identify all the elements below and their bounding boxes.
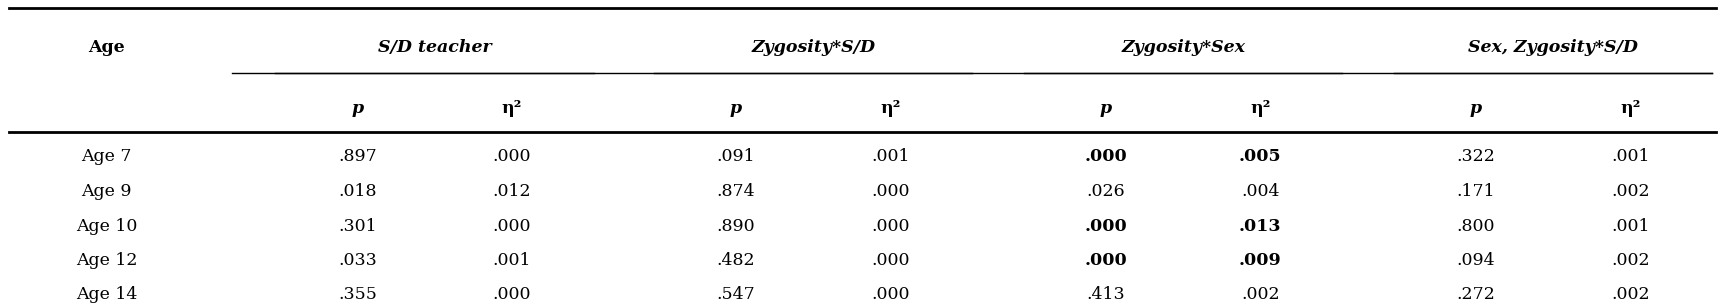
Text: .033: .033 bbox=[337, 252, 377, 269]
Text: .013: .013 bbox=[1239, 218, 1282, 235]
Text: .094: .094 bbox=[1456, 252, 1496, 269]
Text: Sex, Zygosity*S/D: Sex, Zygosity*S/D bbox=[1468, 39, 1638, 56]
Text: .001: .001 bbox=[492, 252, 532, 269]
Text: .413: .413 bbox=[1086, 286, 1126, 303]
Text: .018: .018 bbox=[337, 183, 377, 200]
Text: η²: η² bbox=[1619, 100, 1640, 117]
Text: .000: .000 bbox=[1084, 252, 1127, 269]
Text: .001: .001 bbox=[1611, 147, 1650, 165]
Text: .005: .005 bbox=[1239, 147, 1282, 165]
Text: Age 7: Age 7 bbox=[81, 147, 133, 165]
Text: .800: .800 bbox=[1456, 218, 1496, 235]
Text: .012: .012 bbox=[492, 183, 532, 200]
Text: .355: .355 bbox=[337, 286, 377, 303]
Text: .009: .009 bbox=[1239, 252, 1282, 269]
Text: η²: η² bbox=[501, 100, 521, 117]
Text: .171: .171 bbox=[1456, 183, 1496, 200]
Text: η²: η² bbox=[1249, 100, 1270, 117]
Text: Age 12: Age 12 bbox=[76, 252, 138, 269]
Text: Zygosity*Sex: Zygosity*Sex bbox=[1120, 39, 1246, 56]
Text: .026: .026 bbox=[1086, 183, 1126, 200]
Text: .000: .000 bbox=[871, 286, 910, 303]
Text: .000: .000 bbox=[492, 147, 532, 165]
Text: η²: η² bbox=[879, 100, 900, 117]
Text: .002: .002 bbox=[1611, 183, 1650, 200]
Text: p: p bbox=[1470, 100, 1482, 117]
Text: Age 9: Age 9 bbox=[81, 183, 133, 200]
Text: p: p bbox=[1100, 100, 1112, 117]
Text: S/D teacher: S/D teacher bbox=[377, 39, 492, 56]
Text: .000: .000 bbox=[1084, 147, 1127, 165]
Text: .547: .547 bbox=[716, 286, 756, 303]
Text: .000: .000 bbox=[871, 218, 910, 235]
Text: Zygosity*S/D: Zygosity*S/D bbox=[750, 39, 876, 56]
Text: .002: .002 bbox=[1611, 252, 1650, 269]
Text: p: p bbox=[351, 100, 363, 117]
Text: .000: .000 bbox=[871, 183, 910, 200]
Text: .890: .890 bbox=[716, 218, 756, 235]
Text: .272: .272 bbox=[1456, 286, 1496, 303]
Text: .322: .322 bbox=[1456, 147, 1496, 165]
Text: .091: .091 bbox=[716, 147, 756, 165]
Text: .004: .004 bbox=[1241, 183, 1280, 200]
Text: .482: .482 bbox=[716, 252, 756, 269]
Text: .002: .002 bbox=[1241, 286, 1280, 303]
Text: Age 14: Age 14 bbox=[76, 286, 138, 303]
Text: .000: .000 bbox=[492, 218, 532, 235]
Text: .897: .897 bbox=[337, 147, 377, 165]
Text: Age: Age bbox=[88, 39, 126, 56]
Text: .001: .001 bbox=[1611, 218, 1650, 235]
Text: p: p bbox=[730, 100, 742, 117]
Text: .301: .301 bbox=[337, 218, 377, 235]
Text: .874: .874 bbox=[716, 183, 756, 200]
Text: .000: .000 bbox=[1084, 218, 1127, 235]
Text: .002: .002 bbox=[1611, 286, 1650, 303]
Text: .000: .000 bbox=[492, 286, 532, 303]
Text: .000: .000 bbox=[871, 252, 910, 269]
Text: Age 10: Age 10 bbox=[76, 218, 138, 235]
Text: .001: .001 bbox=[871, 147, 910, 165]
